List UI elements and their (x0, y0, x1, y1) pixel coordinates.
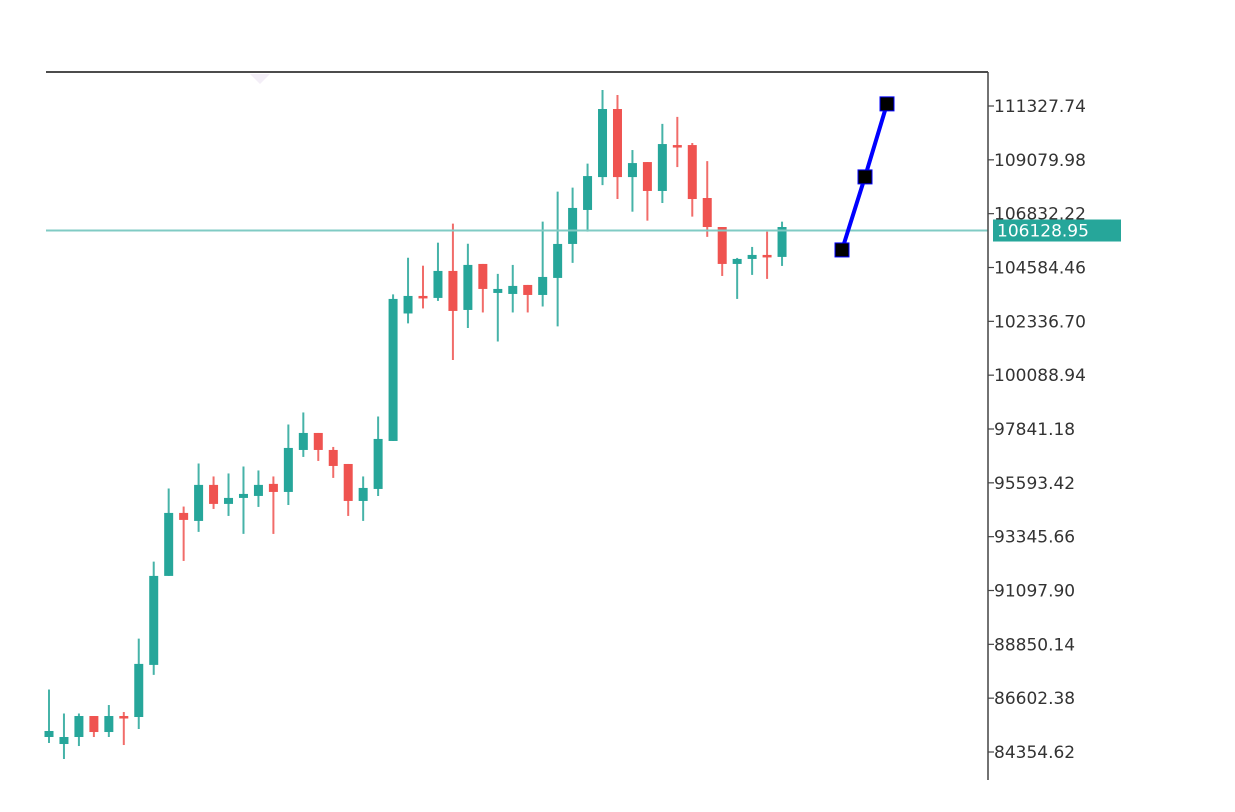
price-tick-label: 109079.98 (994, 151, 1086, 171)
candle (553, 191, 563, 327)
price-tick-label: 91097.90 (994, 582, 1075, 602)
candle (253, 470, 263, 507)
candle (343, 463, 353, 516)
candle (388, 294, 398, 441)
candle (283, 424, 293, 505)
candle (149, 561, 159, 675)
candle (627, 150, 637, 212)
price-tick: 88850.14 (988, 635, 1075, 655)
candle (762, 231, 772, 279)
candle (179, 506, 189, 561)
candle (104, 705, 114, 737)
candle (298, 412, 308, 457)
candles-group (44, 90, 787, 760)
candle (478, 263, 488, 313)
candle (89, 716, 99, 737)
price-tick-label: 104584.46 (994, 259, 1086, 279)
candle (358, 476, 368, 521)
price-tick-label: 93345.66 (994, 528, 1075, 548)
price-tick: 102336.70 (988, 312, 1086, 332)
candle (313, 432, 323, 461)
candle (164, 488, 174, 576)
candle (224, 473, 234, 516)
forecast-marker (834, 242, 850, 258)
forecast-line-group (834, 96, 895, 258)
price-tick: 100088.94 (988, 366, 1086, 386)
candle (268, 476, 278, 534)
candle (642, 162, 652, 221)
candle (194, 463, 204, 532)
candle (687, 143, 697, 217)
candle (777, 221, 787, 266)
candle (612, 95, 622, 200)
candle (328, 446, 338, 478)
candle (702, 161, 712, 237)
forecast-marker (857, 169, 873, 185)
candle (568, 187, 578, 263)
candle (508, 264, 518, 313)
price-tick: 104584.46 (988, 259, 1086, 279)
candle (747, 246, 757, 275)
price-tick: 95593.42 (988, 474, 1075, 494)
price-tick-label: 86602.38 (994, 689, 1075, 709)
price-tick: 111327.74 (988, 97, 1086, 117)
current-price-tag-bg (993, 219, 1121, 242)
candle (433, 242, 443, 301)
candle (672, 116, 682, 168)
price-tick: 109079.98 (988, 151, 1086, 171)
price-tick-label: 111327.74 (994, 97, 1086, 117)
price-tick-label: 95593.42 (994, 474, 1075, 494)
candle (657, 123, 667, 203)
candle (523, 284, 533, 313)
candle (717, 227, 727, 276)
price-axis-ticks: 111327.74109079.98106832.22104584.461023… (988, 97, 1086, 763)
candle (44, 689, 54, 743)
candle (59, 713, 69, 760)
price-tick-label: 100088.94 (994, 366, 1086, 386)
price-tick: 86602.38 (988, 689, 1075, 709)
candle (538, 221, 548, 307)
candle (119, 712, 129, 746)
candle (418, 265, 428, 309)
candle (493, 273, 503, 342)
candle (238, 466, 248, 534)
price-tick-label: 102336.70 (994, 312, 1086, 332)
current-price-tag-text: 106128.95 (997, 222, 1089, 242)
candle (448, 223, 458, 361)
decorative-marker (250, 74, 270, 84)
candle (583, 163, 593, 232)
price-tick: 91097.90 (988, 582, 1075, 602)
price-tick-label: 84354.62 (994, 743, 1075, 763)
price-tick: 93345.66 (988, 528, 1075, 548)
candle (134, 638, 144, 729)
candle (463, 243, 473, 328)
price-tick-label: 97841.18 (994, 420, 1075, 440)
candle (403, 257, 413, 324)
candle (74, 713, 84, 747)
price-tick-label: 88850.14 (994, 635, 1075, 655)
price-tick: 84354.62 (988, 743, 1075, 763)
forecast-marker (879, 96, 895, 112)
candle (732, 257, 742, 299)
candle (209, 476, 219, 509)
candle (598, 90, 608, 186)
current-price-tag: 106128.95 (993, 219, 1121, 242)
candle (373, 416, 383, 496)
price-tick: 97841.18 (988, 420, 1075, 440)
